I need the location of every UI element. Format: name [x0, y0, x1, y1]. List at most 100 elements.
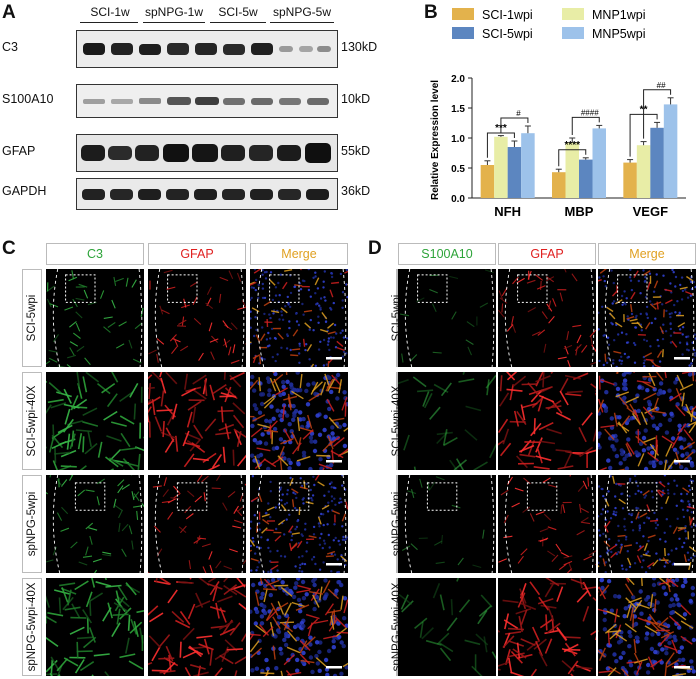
legend-swatch	[562, 8, 584, 20]
row-label: spNPG-5wpi	[22, 475, 42, 573]
legend-label: MNP5wpi	[592, 27, 646, 41]
column-header: C3	[46, 243, 144, 265]
micrograph-green	[398, 372, 496, 470]
row-label: SCI-5wpi	[22, 269, 42, 367]
micrograph-merge	[250, 578, 348, 676]
wb-blot-c3	[76, 30, 338, 68]
column-header: Merge	[598, 243, 696, 265]
y-tick-label: 1.5	[451, 104, 465, 115]
wb-group-underline	[80, 22, 138, 23]
column-header: GFAP	[498, 243, 596, 265]
micrograph-green	[398, 269, 496, 367]
significance-mark: #	[516, 109, 521, 118]
wb-blot-s100a10	[76, 84, 338, 118]
y-axis-label: Relative Expression level	[430, 80, 441, 200]
wb-protein-label: S100A10	[2, 92, 54, 106]
row-label-text: SCI-5wpi	[26, 294, 38, 342]
y-tick-label: 0.5	[451, 164, 465, 175]
x-tick-label: MBP	[565, 204, 594, 219]
micrograph-green	[398, 578, 496, 676]
micrograph-red	[498, 475, 596, 573]
significance-mark: ####	[581, 108, 599, 117]
significance-bracket	[571, 116, 600, 135]
panel-letter-a: A	[2, 2, 16, 23]
micrograph-red	[498, 578, 596, 676]
wb-group-label: SCI-1w	[90, 5, 130, 19]
significance-bracket	[643, 89, 672, 139]
wb-group-label: spNPG-5w	[272, 5, 331, 19]
row-label: SCI-5wpi	[391, 269, 403, 367]
bar	[579, 159, 593, 198]
micrograph-merge	[250, 269, 348, 367]
y-tick-label: 0.0	[451, 194, 465, 205]
significance-bracket	[500, 117, 529, 133]
wb-group-underline	[210, 22, 266, 23]
legend-label: SCI-5wpi	[482, 27, 533, 41]
bar	[565, 142, 579, 198]
bar	[623, 162, 637, 198]
wb-protein-label: GAPDH	[2, 184, 47, 198]
chart-legend: SCI-1wpi MNP1wpi SCI-5wpi MNP5wpi	[452, 8, 646, 41]
bar	[592, 128, 606, 198]
wb-blot-gfap	[76, 134, 338, 172]
column-header: GFAP	[148, 243, 246, 265]
wb-protein-label: C3	[2, 40, 18, 54]
micrograph-red	[498, 269, 596, 367]
row-label: spNPG-5wpi-40X	[391, 578, 403, 676]
bar	[650, 127, 664, 198]
x-tick-label: VEGF	[633, 204, 668, 219]
panel-letter-c: C	[2, 238, 16, 259]
legend-swatch	[452, 8, 474, 20]
row-label-text: spNPG-5wpi-40X	[26, 582, 38, 672]
micrograph-green	[46, 269, 144, 367]
bar	[494, 136, 508, 198]
micrograph-merge	[598, 475, 696, 573]
micrograph-green	[46, 475, 144, 573]
micrograph-red	[148, 475, 246, 573]
significance-mark: ****	[564, 140, 580, 151]
wb-kd-label: 36kD	[341, 184, 371, 198]
wb-protein-label: GFAP	[2, 144, 36, 158]
bar	[507, 147, 522, 198]
legend-swatch	[452, 27, 474, 39]
wb-kd-label: 55kD	[341, 144, 371, 158]
row-label: SCI-5wpi-40X	[22, 372, 42, 470]
wb-blot-gapdh	[76, 178, 338, 210]
micrograph-green	[398, 475, 496, 573]
micrograph-red	[148, 372, 246, 470]
micrograph-merge	[250, 475, 348, 573]
significance-bracket	[558, 149, 587, 167]
micrograph-red	[148, 269, 246, 367]
row-label: spNPG-5wpi-40X	[22, 578, 42, 676]
micrograph-merge	[250, 372, 348, 470]
bar	[521, 133, 535, 198]
column-header: Merge	[250, 243, 348, 265]
row-label: spNPG-5wpi	[391, 475, 403, 573]
wb-group-underline	[143, 22, 205, 23]
bar	[480, 165, 495, 198]
micrograph-merge	[598, 372, 696, 470]
row-label-text: spNPG-5wpi	[26, 491, 38, 557]
y-tick-label: 1.0	[451, 134, 465, 145]
significance-bracket	[486, 132, 515, 158]
micrograph-merge	[598, 578, 696, 676]
micrograph-red	[498, 372, 596, 470]
wb-kd-label: 10kD	[341, 92, 371, 106]
legend-label: SCI-1wpi	[482, 8, 533, 22]
column-header: S100A10	[398, 243, 496, 265]
row-label: SCI-5wpi-40X	[391, 372, 403, 470]
panel-letter-b: B	[424, 2, 438, 23]
y-tick-label: 2.0	[451, 74, 465, 85]
significance-mark: ##	[657, 81, 666, 90]
micrograph-red	[148, 578, 246, 676]
wb-group-label: SCI-5w	[218, 5, 258, 19]
wb-kd-label: 130kD	[341, 40, 378, 54]
bar-chart: SCI-1wpi MNP1wpi SCI-5wpi MNP5wpi 0.0 0.5 1.0…	[430, 8, 686, 219]
x-tick-label: NFH	[494, 204, 521, 219]
bar	[663, 104, 678, 198]
micrograph-green	[46, 578, 144, 676]
bar	[636, 145, 651, 198]
panel-letter-d: D	[368, 238, 382, 259]
chart-plot: 0.00.51.01.52.0***#NFH****####MBP**##VEG…	[451, 74, 686, 219]
micrograph-merge	[598, 269, 696, 367]
